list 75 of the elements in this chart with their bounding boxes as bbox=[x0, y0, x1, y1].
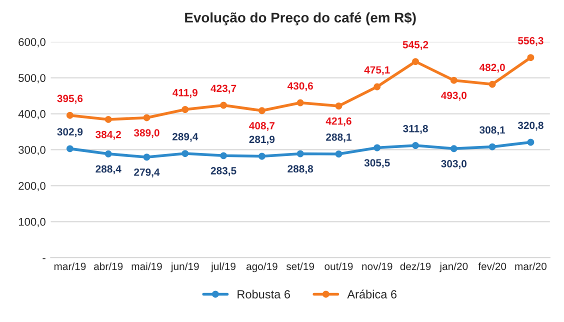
legend-label: Arábica 6 bbox=[347, 290, 397, 298]
point bbox=[412, 142, 419, 149]
x-tick-label: abr/19 bbox=[94, 262, 123, 270]
point bbox=[104, 116, 112, 123]
data-label: 482,0 bbox=[479, 64, 505, 73]
data-label: 475,1 bbox=[364, 66, 390, 76]
point bbox=[182, 106, 189, 113]
data-label: 320,8 bbox=[518, 122, 544, 131]
data-label: 556,3 bbox=[518, 37, 544, 46]
point bbox=[182, 150, 189, 158]
point bbox=[296, 99, 304, 106]
point bbox=[296, 150, 304, 158]
data-label: 289,4 bbox=[172, 132, 198, 142]
point bbox=[258, 107, 266, 114]
data-label: 302,9 bbox=[57, 128, 83, 138]
x-tick-label: jan/20 bbox=[439, 262, 468, 272]
point bbox=[527, 54, 534, 62]
point bbox=[143, 114, 150, 122]
y-tick-label: 400,0 bbox=[18, 110, 46, 120]
data-label: 305,5 bbox=[364, 159, 390, 168]
data-label: 311,8 bbox=[403, 124, 428, 134]
point bbox=[335, 150, 342, 158]
x-tick-label: out/19 bbox=[324, 262, 353, 270]
data-label: 423,7 bbox=[210, 84, 236, 94]
data-label: 430,6 bbox=[287, 82, 313, 92]
y-tick-label: 600,0 bbox=[18, 38, 46, 48]
x-tick-label: jun/19 bbox=[170, 262, 199, 272]
data-label: 281,9 bbox=[249, 136, 275, 145]
point bbox=[104, 150, 112, 158]
y-tick-label: - bbox=[42, 258, 46, 260]
data-label: 395,6 bbox=[57, 94, 83, 104]
y-tick-label: 500,0 bbox=[18, 74, 46, 84]
x-tick-label: dez/19 bbox=[400, 262, 431, 270]
x-tick-label: mai/19 bbox=[132, 262, 162, 270]
point bbox=[374, 144, 381, 152]
point bbox=[374, 83, 381, 90]
data-label: 421,6 bbox=[326, 117, 352, 126]
data-label: 545,2 bbox=[402, 41, 428, 50]
data-label: 308,1 bbox=[480, 126, 506, 136]
data-label: 493,0 bbox=[441, 92, 467, 101]
data-label: 288,8 bbox=[288, 165, 314, 174]
point bbox=[220, 152, 228, 160]
data-label: 283,5 bbox=[210, 167, 236, 176]
x-tick-label: mar/19 bbox=[54, 262, 86, 270]
point bbox=[488, 143, 496, 150]
point bbox=[220, 102, 228, 109]
point bbox=[143, 154, 150, 161]
legend-label: Robusta 6 bbox=[238, 290, 290, 298]
y-tick-label: 300,0 bbox=[18, 146, 46, 156]
point bbox=[66, 112, 74, 119]
point bbox=[66, 145, 74, 152]
x-tick-label: nov/19 bbox=[362, 262, 392, 270]
data-label: 288,4 bbox=[96, 165, 122, 174]
data-label: 279,4 bbox=[134, 168, 160, 178]
y-tick-label: 100,0 bbox=[18, 218, 46, 228]
chart-title: Evolução do Preço do café (em R$) bbox=[185, 12, 416, 26]
x-tick-label: mar/20 bbox=[515, 262, 547, 270]
data-label: 303,0 bbox=[441, 160, 467, 169]
x-tick-label: ago/19 bbox=[246, 262, 278, 272]
x-tick-label: jul/19 bbox=[210, 262, 236, 272]
point bbox=[450, 145, 458, 152]
data-label: 384,2 bbox=[96, 130, 121, 140]
point bbox=[527, 138, 534, 146]
x-tick-label: fev/20 bbox=[478, 262, 506, 270]
point bbox=[258, 152, 266, 160]
point bbox=[488, 80, 496, 88]
point bbox=[335, 102, 342, 110]
data-label: 411,9 bbox=[172, 88, 198, 98]
data-label: 288,1 bbox=[326, 133, 352, 142]
data-label: 408,7 bbox=[249, 122, 275, 131]
x-tick-label: set/19 bbox=[286, 262, 314, 270]
point bbox=[450, 76, 458, 84]
point bbox=[412, 58, 419, 66]
y-tick-label: 200,0 bbox=[18, 182, 46, 192]
data-label: 389,0 bbox=[134, 129, 160, 138]
